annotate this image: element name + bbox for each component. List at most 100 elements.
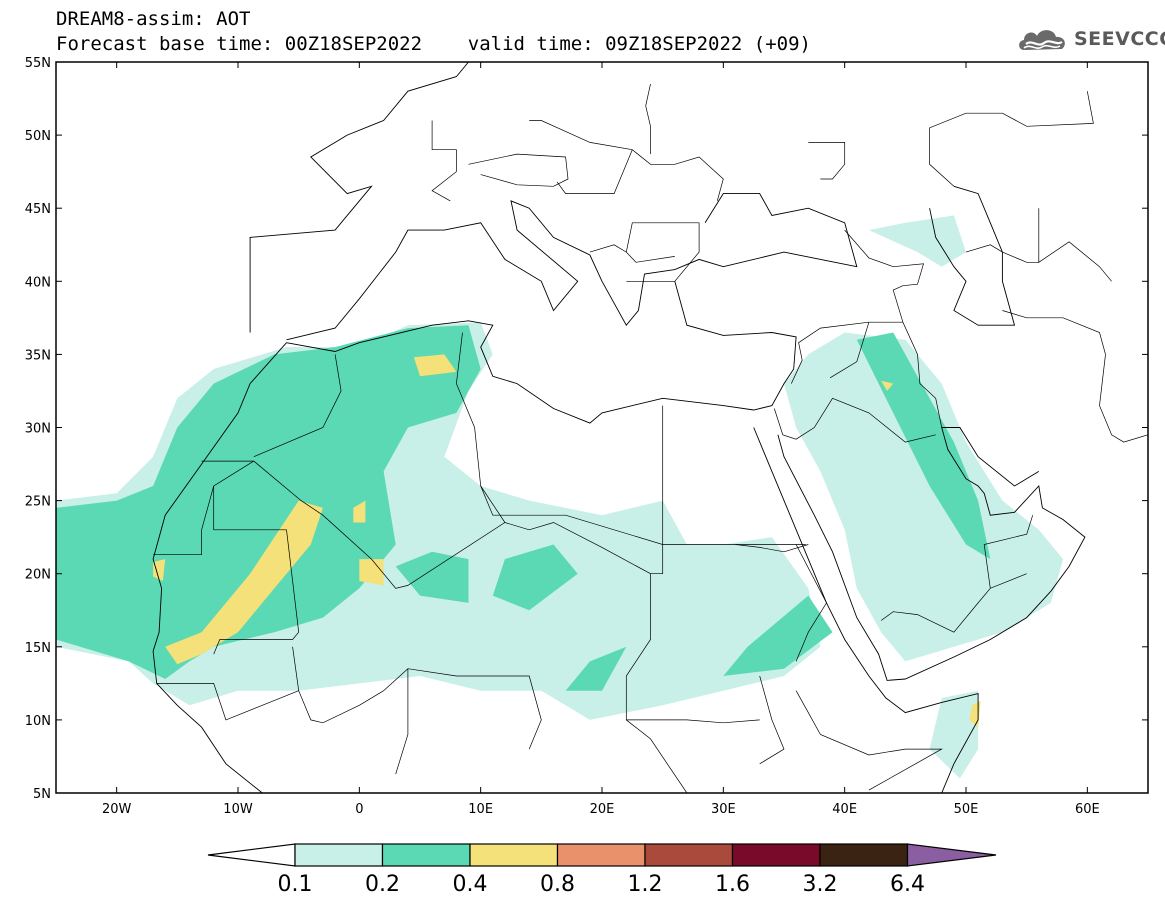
border-11 (880, 588, 991, 633)
border-32 (929, 91, 1094, 187)
border-5 (480, 485, 688, 793)
aot-light-region-1 (784, 332, 1064, 662)
country-borders (153, 83, 1148, 793)
border-12 (983, 515, 1034, 589)
lon-tick-label: 0 (355, 802, 363, 817)
aot-light-region-3 (929, 690, 979, 779)
colorbar-box-3 (556, 843, 646, 867)
border-10 (790, 321, 869, 384)
aot-high-region-3 (359, 559, 384, 586)
border-23 (431, 120, 457, 202)
border-25 (556, 149, 633, 194)
lat-tick-label: 35N (25, 348, 51, 363)
aot-mid-region-2 (492, 544, 578, 611)
border-22 (468, 153, 569, 187)
colorbar-over-arrow (906, 843, 997, 867)
coastline-6 (929, 185, 1016, 326)
colorbar-label: 0.1 (278, 872, 313, 897)
coastlines (152, 62, 1086, 793)
lon-tick-label: 60E (1075, 802, 1100, 817)
colorbar-box-2 (469, 843, 559, 867)
seevccc-logo: SEEVCCC (1016, 22, 1165, 56)
colorbar-box-5 (731, 843, 821, 867)
border-30 (1038, 208, 1112, 282)
lat-tick-label: 45N (25, 202, 51, 217)
aot-mid-region-0 (56, 325, 481, 679)
border-2 (213, 486, 300, 655)
lat-tick-label: 20N (25, 568, 51, 583)
border-33 (1099, 354, 1148, 443)
border-9 (829, 321, 943, 428)
border-7 (735, 544, 809, 553)
colorbar-box-1 (381, 843, 471, 867)
border-26 (645, 83, 651, 155)
logo-text: SEEVCCC (1074, 28, 1165, 50)
coastline-2 (286, 281, 797, 424)
aot-field (56, 215, 1064, 779)
border-6 (662, 405, 806, 545)
colorbar: 0.1 0.2 0.4 0.8 1.2 1.6 3.2 6.4 (207, 843, 997, 897)
border-14 (156, 683, 299, 721)
border-29 (1002, 310, 1106, 355)
lat-tick-label: 10N (25, 714, 51, 729)
border-8 (773, 397, 936, 443)
border-3 (253, 354, 342, 458)
aot-high-region-0 (165, 500, 323, 665)
lon-tick-label: 10E (468, 802, 493, 817)
border-31 (965, 244, 1039, 263)
lat-tick-label: 15N (25, 641, 51, 656)
lat-tick-label: 5N (33, 787, 51, 802)
border-13 (292, 646, 542, 750)
aot-high-region-4 (153, 559, 166, 581)
aot-high-region-5 (881, 380, 894, 391)
colorbar-box-4 (644, 843, 734, 867)
colorbar-label: 1.2 (628, 872, 663, 897)
lat-tick-label: 25N (25, 495, 51, 510)
lat-tick-label: 50N (25, 129, 51, 144)
border-20 (625, 222, 700, 282)
border-17 (759, 675, 785, 765)
aot-mid-region-1 (395, 551, 469, 603)
colorbar-under-arrow (207, 843, 296, 867)
aot-light-region-2 (868, 215, 966, 267)
border-28 (844, 229, 924, 323)
colorbar-box-6 (819, 843, 909, 867)
border-1 (153, 460, 254, 556)
axis-ticks: 55N 50N 45N 40N 35N 30N 25N 20N 15N 10N 5N 20W 10W 0 1… (25, 56, 1148, 817)
cloud-icon (1019, 30, 1065, 50)
coastline-3 (152, 342, 287, 793)
lon-tick-label: 50E (954, 802, 979, 817)
aot-high-region-1 (413, 354, 457, 377)
border-16 (795, 690, 944, 791)
coastline-0 (249, 62, 469, 333)
aot-mid-region-5 (856, 332, 991, 560)
lon-tick-label: 20W (102, 802, 132, 817)
coastline-5 (777, 427, 1086, 681)
lat-tick-label: 30N (25, 422, 51, 437)
colorbar-label: 6.4 (890, 872, 925, 897)
border-21 (589, 244, 675, 263)
aot-high-region-2 (353, 500, 366, 523)
border-0 (201, 460, 651, 589)
border-4 (456, 332, 506, 523)
lat-tick-label: 40N (25, 275, 51, 290)
lat-tick-label: 55N (25, 56, 51, 71)
coastline-4 (753, 427, 979, 793)
border-24 (529, 120, 724, 201)
coastline-1 (286, 193, 858, 341)
title-line-2: Forecast base time: 00Z18SEP2022 valid t… (56, 33, 811, 55)
colorbar-label: 0.2 (365, 872, 400, 897)
lon-tick-label: 30E (711, 802, 736, 817)
border-15 (795, 544, 827, 662)
lon-tick-label: 20E (590, 802, 615, 817)
lon-tick-label: 40E (832, 802, 857, 817)
border-19 (395, 668, 409, 775)
title-line-1: DREAM8-assim: AOT (56, 8, 251, 30)
colorbar-label: 3.2 (803, 872, 838, 897)
colorbar-label: 0.4 (453, 872, 488, 897)
border-27 (808, 142, 846, 180)
colorbar-box-0 (294, 843, 384, 867)
colorbar-label: 0.8 (540, 872, 575, 897)
aot-mid-region-3 (565, 646, 627, 691)
